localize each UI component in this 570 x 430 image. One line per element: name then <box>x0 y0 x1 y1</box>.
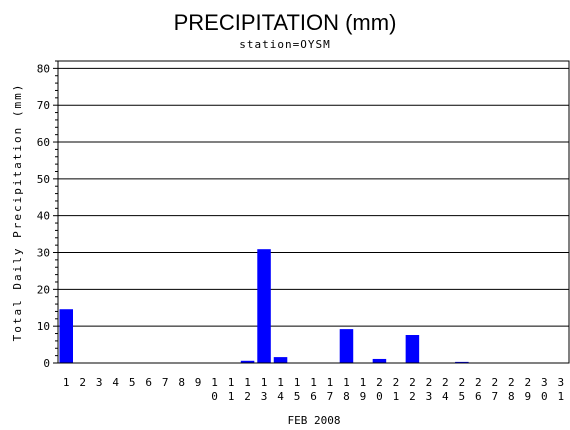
x-tick-label-19-part1: 1 <box>360 376 367 389</box>
y-tick-label-60: 60 <box>37 136 50 149</box>
x-tick-label-21-part2: 1 <box>393 390 400 403</box>
x-tick-label-6: 6 <box>145 376 152 389</box>
plot-frame <box>57 60 570 364</box>
x-tick-label-22-part2: 2 <box>409 390 416 403</box>
y-tick-label-30: 30 <box>37 247 50 260</box>
x-tick-label-25-part1: 2 <box>459 376 466 389</box>
y-ticks: 0 10 20 30 40 50 60 70 80 <box>37 60 58 370</box>
x-tick-label-29-part2: 9 <box>524 390 531 403</box>
x-tick-label-11-part2: 1 <box>228 390 235 403</box>
x-tick-label-19-part2: 9 <box>360 390 367 403</box>
x-tick-label-20-part1: 2 <box>376 376 383 389</box>
chart-subtitle: station=OYSM <box>239 38 330 51</box>
bar-day-22 <box>405 335 420 363</box>
x-tick-label-12-part2: 2 <box>244 390 251 403</box>
x-tick-label-23-part1: 2 <box>426 376 433 389</box>
x-tick-label-31-part1: 3 <box>557 376 564 389</box>
y-tick-label-70: 70 <box>37 99 50 112</box>
x-tick-label-5: 5 <box>129 376 136 389</box>
x-tick-label-15-part2: 5 <box>294 390 301 403</box>
x-tick-label-16-part1: 1 <box>310 376 317 389</box>
x-tick-label-1: 1 <box>63 376 70 389</box>
y-tick-label-0: 0 <box>43 357 50 370</box>
x-tick-label-14-part1: 1 <box>277 376 284 389</box>
bars <box>59 249 469 363</box>
y-tick-label-80: 80 <box>37 62 50 75</box>
x-tick-label-2: 2 <box>79 376 86 389</box>
x-tick-label-22-part1: 2 <box>409 376 416 389</box>
chart-title: PRECIPITATION (mm) <box>174 10 397 35</box>
x-tick-label-10-part2: 0 <box>211 390 218 403</box>
x-tick-label-16-part2: 6 <box>310 390 317 403</box>
bar-day-14 <box>273 357 288 363</box>
x-tick-label-3: 3 <box>96 376 103 389</box>
x-tick-label-11-part1: 1 <box>228 376 235 389</box>
x-tick-label-30-part2: 0 <box>541 390 548 403</box>
y-tick-label-50: 50 <box>37 173 50 186</box>
x-tick-label-9: 9 <box>195 376 202 389</box>
x-ticks: 1 2 3 4 5 6 7 8 9 1011121314151617181920212223242… <box>63 376 564 403</box>
y-axis-label: Total Daily Precipitation (mm) <box>11 83 24 342</box>
x-tick-label-17-part2: 7 <box>327 390 334 403</box>
x-tick-label-27-part1: 2 <box>492 376 499 389</box>
x-tick-label-14-part2: 4 <box>277 390 284 403</box>
x-tick-label-24-part1: 2 <box>442 376 449 389</box>
x-tick-label-23-part2: 3 <box>426 390 433 403</box>
x-tick-label-26-part2: 6 <box>475 390 482 403</box>
bar-day-20 <box>372 358 387 363</box>
y-tick-label-10: 10 <box>37 320 50 333</box>
x-tick-label-7: 7 <box>162 376 169 389</box>
grid-lines <box>58 67 569 327</box>
x-tick-label-25-part2: 5 <box>459 390 466 403</box>
x-tick-label-20-part2: 0 <box>376 390 383 403</box>
x-tick-label-15-part1: 1 <box>294 376 301 389</box>
bar-day-1 <box>59 309 74 363</box>
bar-day-12 <box>240 360 255 363</box>
x-tick-label-29-part1: 2 <box>524 376 531 389</box>
x-tick-label-10-part1: 1 <box>211 376 218 389</box>
x-tick-label-8: 8 <box>178 376 185 389</box>
y-tick-label-20: 20 <box>37 283 50 296</box>
y-tick-label-40: 40 <box>37 210 50 223</box>
x-tick-label-24-part2: 4 <box>442 390 449 403</box>
x-tick-label-21-part1: 2 <box>393 376 400 389</box>
x-tick-label-18-part2: 8 <box>343 390 350 403</box>
x-tick-label-12-part1: 1 <box>244 376 251 389</box>
x-tick-label-27-part2: 7 <box>492 390 499 403</box>
bar-day-25 <box>455 361 469 363</box>
bar-day-13 <box>257 249 271 363</box>
x-axis-label: FEB 2008 <box>288 414 341 427</box>
x-tick-label-26-part1: 2 <box>475 376 482 389</box>
x-tick-label-28-part2: 8 <box>508 390 515 403</box>
x-tick-label-13-part2: 3 <box>261 390 268 403</box>
x-tick-label-4: 4 <box>112 376 119 389</box>
x-tick-label-31-part2: 1 <box>557 390 564 403</box>
x-tick-label-17-part1: 1 <box>327 376 334 389</box>
bar-day-18 <box>339 329 354 363</box>
x-tick-label-18-part1: 1 <box>343 376 350 389</box>
x-tick-label-30-part1: 3 <box>541 376 548 389</box>
x-tick-label-13-part1: 1 <box>261 376 268 389</box>
x-tick-label-28-part1: 2 <box>508 376 515 389</box>
